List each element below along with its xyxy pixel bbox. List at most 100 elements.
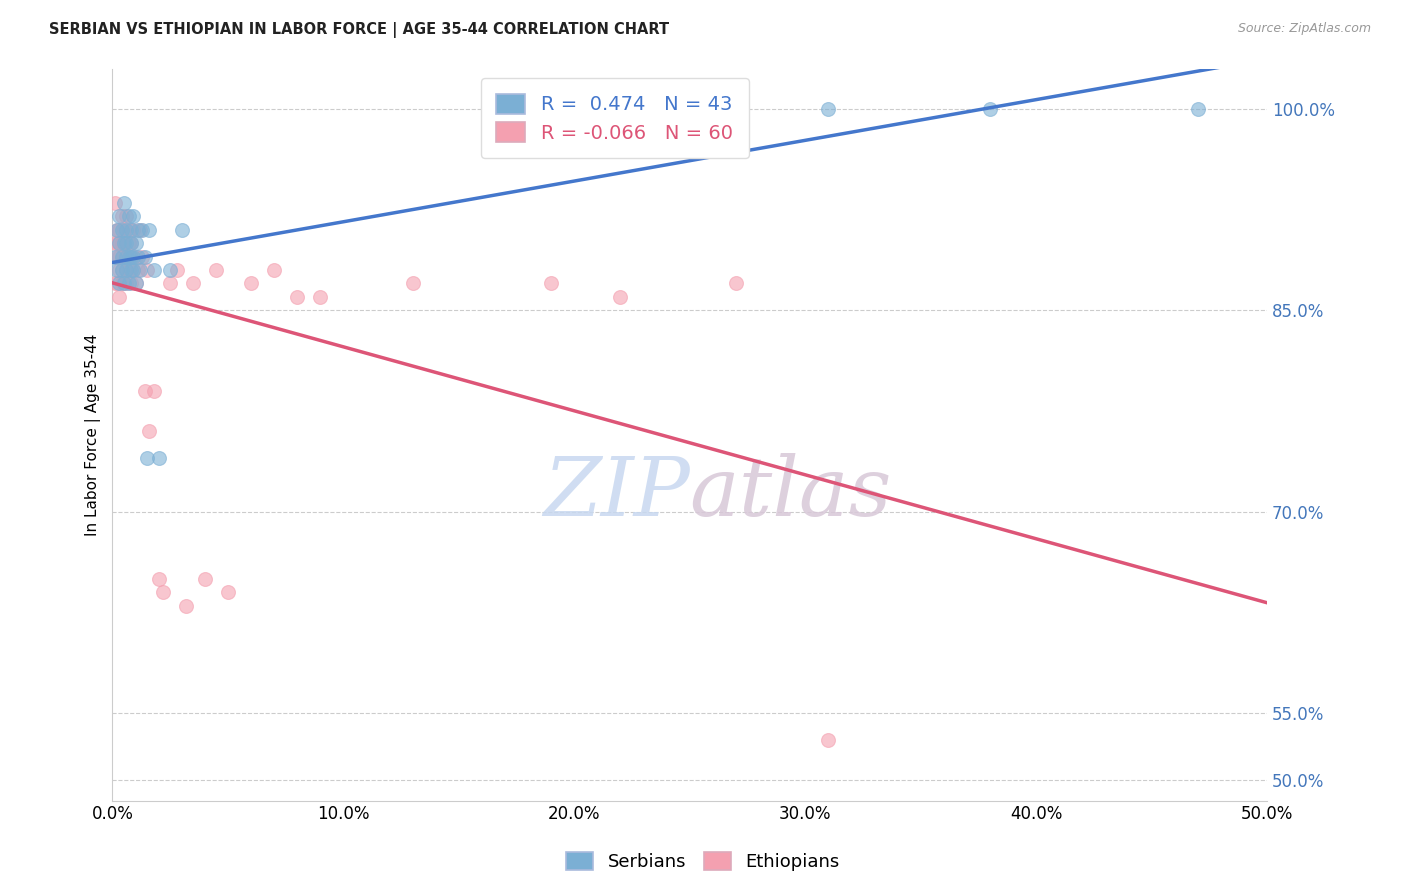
Point [111,263,134,277]
Point [609,290,631,304]
Y-axis label: In Labor Force | Age 35-44: In Labor Force | Age 35-44 [86,334,101,536]
Point [111,263,134,277]
Point [115,250,138,264]
Point [127,263,149,277]
Point [117,223,139,237]
Point [159,277,181,291]
Point [127,250,149,264]
Point [115,236,138,251]
Point [120,277,142,291]
Point [131,223,153,237]
Point [112,250,135,264]
Point [494,102,516,116]
Point [111,223,134,237]
Point [117,250,139,264]
Point [117,277,139,291]
Point [108,209,131,223]
Point [166,263,188,277]
Point [148,572,170,586]
Point [115,209,138,223]
Point [122,209,145,223]
Point [138,223,160,237]
Point [108,277,131,291]
Point [120,223,142,237]
Point [979,102,1001,116]
Point [143,384,166,398]
Point [136,451,159,466]
Point [105,223,128,237]
Point [105,263,128,277]
Point [309,290,332,304]
Legend: Serbians, Ethiopians: Serbians, Ethiopians [558,845,848,879]
Point [120,236,142,251]
Point [105,277,128,291]
Point [108,290,131,304]
Text: atlas: atlas [690,453,891,533]
Point [129,263,152,277]
Point [108,236,131,251]
Point [205,263,228,277]
Point [120,236,142,251]
Point [724,277,747,291]
Text: SERBIAN VS ETHIOPIAN IN LABOR FORCE | AGE 35-44 CORRELATION CHART: SERBIAN VS ETHIOPIAN IN LABOR FORCE | AG… [49,22,669,38]
Point [108,223,131,237]
Point [134,384,156,398]
Point [104,236,127,251]
Point [138,424,160,438]
Point [111,250,134,264]
Point [120,263,142,277]
Point [122,263,145,277]
Point [120,250,142,264]
Point [111,236,134,251]
Point [122,263,145,277]
Point [401,277,423,291]
Point [152,585,174,599]
Point [134,250,156,264]
Point [112,195,135,210]
Point [1187,102,1209,116]
Point [115,223,138,237]
Point [285,290,308,304]
Point [170,223,193,237]
Point [817,102,839,116]
Point [124,250,146,264]
Point [124,236,146,251]
Point [115,263,138,277]
Point [108,236,131,251]
Point [127,223,149,237]
Point [105,223,128,237]
Point [181,277,204,291]
Point [104,250,127,264]
Point [115,250,138,264]
Point [117,263,139,277]
Point [263,263,285,277]
Point [817,733,839,747]
Point [112,223,135,237]
Point [111,209,134,223]
Point [176,599,198,613]
Point [104,277,127,291]
Text: ZIP: ZIP [543,453,690,533]
Point [111,277,134,291]
Point [129,223,152,237]
Point [540,277,562,291]
Legend: R =  0.474   N = 43, R = -0.066   N = 60: R = 0.474 N = 43, R = -0.066 N = 60 [481,78,748,158]
Point [117,236,139,251]
Point [108,250,131,264]
Point [148,451,170,466]
Point [217,585,239,599]
Point [239,277,262,291]
Point [112,236,135,251]
Point [124,277,146,291]
Point [112,277,135,291]
Point [105,236,128,251]
Point [143,263,166,277]
Point [112,277,135,291]
Point [159,263,181,277]
Point [136,263,159,277]
Point [115,277,138,291]
Point [112,236,135,251]
Point [108,263,131,277]
Point [120,250,142,264]
Point [104,195,127,210]
